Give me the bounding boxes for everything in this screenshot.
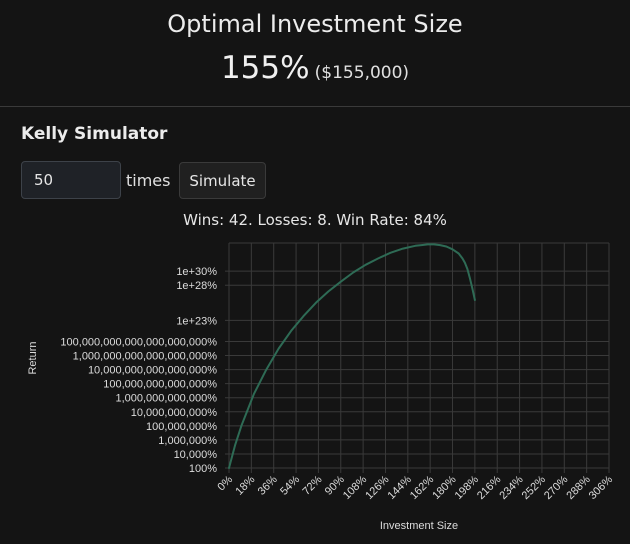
x-tick-label: 216%: [475, 473, 504, 502]
y-tick-label: 1,000,000%: [158, 435, 217, 447]
kelly-chart: 100% 10,000% 1,000,000% 100,000,000% 10,000,…: [27, 242, 615, 532]
x-tick-label: 36%: [256, 473, 280, 497]
optimal-size-value: 155% ($155,000): [0, 50, 630, 86]
times-label: times: [126, 171, 171, 190]
chart-series: [228, 243, 476, 469]
x-tick-label: 144%: [386, 473, 415, 502]
times-input[interactable]: [21, 161, 121, 199]
y-tick-label: 100%: [189, 463, 217, 475]
optimal-percent: 155%: [220, 50, 310, 86]
x-tick-label: 126%: [363, 473, 392, 502]
x-tick-label: 288%: [564, 473, 593, 502]
x-tick-label: 180%: [430, 473, 459, 502]
y-tick-label: 100,000,000,000,000,000,000%: [60, 336, 217, 348]
x-tick-label: 0%: [215, 473, 235, 493]
y-axis-label: Return: [27, 341, 39, 374]
x-tick-label: 234%: [497, 473, 526, 502]
x-tick-label: 252%: [520, 473, 549, 502]
chart-grid: [225, 242, 610, 473]
y-axis-ticks: 100% 10,000% 1,000,000% 100,000,000% 10,000,…: [60, 266, 217, 475]
y-tick-label: 1e+30%: [176, 266, 217, 278]
x-tick-label: 270%: [542, 473, 571, 502]
x-tick-label: 18%: [233, 473, 257, 497]
simulator-title: Kelly Simulator: [21, 124, 168, 144]
x-axis-ticks: 0%18%36%54%72%90%108%126%144%162%180%198…: [215, 473, 615, 502]
page-title: Optimal Investment Size: [167, 10, 463, 38]
header: Optimal Investment Size 155% ($155,000): [0, 0, 630, 107]
x-tick-label: 162%: [408, 473, 437, 502]
simulate-button[interactable]: Simulate: [179, 162, 266, 199]
simulation-stats: Wins: 42. Losses: 8. Win Rate: 84%: [183, 211, 447, 229]
x-tick-label: 198%: [453, 473, 482, 502]
y-tick-label: 100,000,000,000,000%: [103, 379, 217, 391]
y-tick-label: 10,000,000,000,000,000%: [88, 365, 217, 377]
return-curve-line: [228, 243, 476, 469]
x-axis-label: Investment Size: [380, 520, 458, 532]
x-tick-label: 72%: [300, 473, 324, 497]
y-tick-label: 10,000,000,000%: [131, 407, 217, 419]
optimal-dollars: ($155,000): [314, 63, 410, 83]
y-tick-label: 1,000,000,000,000%: [115, 393, 217, 405]
y-tick-label: 1e+28%: [176, 280, 217, 292]
y-tick-label: 1,000,000,000,000,000,000%: [73, 351, 218, 363]
x-tick-label: 108%: [341, 473, 370, 502]
x-tick-label: 306%: [587, 473, 616, 502]
y-tick-label: 100,000,000%: [146, 421, 217, 433]
x-tick-label: 54%: [278, 473, 302, 497]
y-tick-label: 10,000%: [174, 449, 218, 461]
y-tick-label: 1e+23%: [176, 315, 217, 327]
